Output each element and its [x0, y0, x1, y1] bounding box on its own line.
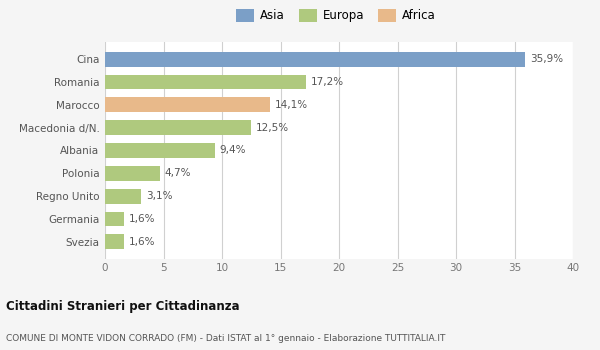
Text: 1,6%: 1,6%: [128, 237, 155, 247]
Text: 1,6%: 1,6%: [128, 214, 155, 224]
Legend: Asia, Europa, Africa: Asia, Europa, Africa: [233, 6, 439, 26]
Text: 14,1%: 14,1%: [275, 100, 308, 110]
Bar: [105, 143, 215, 158]
Text: 35,9%: 35,9%: [530, 54, 563, 64]
Text: 9,4%: 9,4%: [220, 146, 246, 155]
Text: Cittadini Stranieri per Cittadinanza: Cittadini Stranieri per Cittadinanza: [6, 300, 239, 313]
Bar: [105, 75, 306, 90]
Bar: [105, 52, 525, 67]
Bar: [105, 166, 160, 181]
Text: 17,2%: 17,2%: [311, 77, 344, 87]
Text: 12,5%: 12,5%: [256, 123, 289, 133]
Text: COMUNE DI MONTE VIDON CORRADO (FM) - Dati ISTAT al 1° gennaio - Elaborazione TUT: COMUNE DI MONTE VIDON CORRADO (FM) - Dat…: [6, 334, 445, 343]
Text: 4,7%: 4,7%: [164, 168, 191, 178]
Bar: [105, 234, 124, 249]
Bar: [105, 120, 251, 135]
Bar: [105, 98, 270, 112]
Bar: [105, 211, 124, 226]
Bar: [105, 189, 141, 203]
Text: 3,1%: 3,1%: [146, 191, 172, 201]
